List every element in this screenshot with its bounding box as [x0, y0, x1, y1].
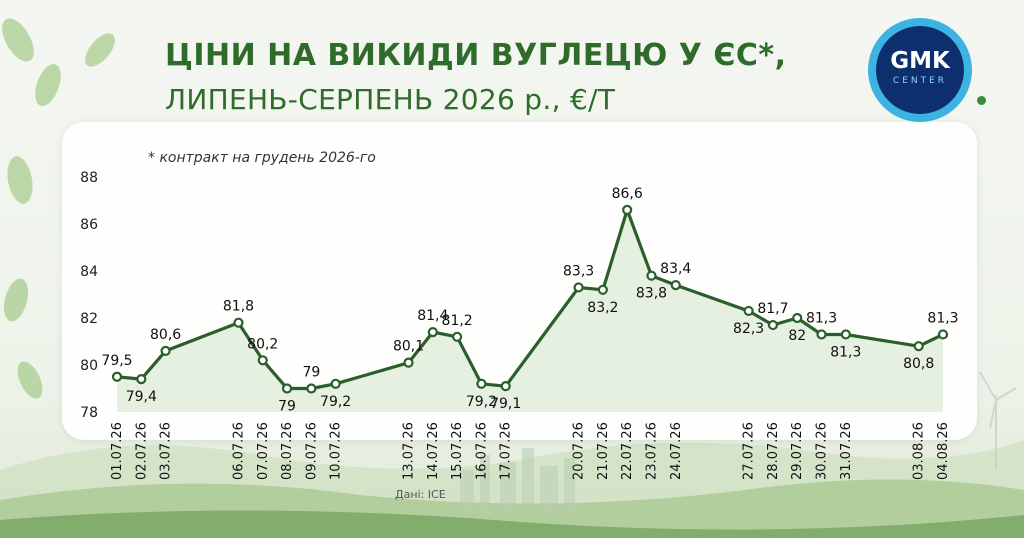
data-point: [913, 341, 924, 352]
data-point: [403, 357, 414, 368]
y-tick-label: 82: [80, 311, 98, 327]
data-label: 79,2: [320, 394, 351, 410]
x-tick-label: 23.07.26: [645, 422, 660, 480]
data-label: 86,6: [612, 186, 643, 202]
data-source: Дані: ICE: [395, 488, 446, 501]
y-tick-label: 86: [80, 217, 98, 233]
data-label: 81,4: [417, 308, 448, 324]
x-tick-label: 21.07.26: [596, 422, 611, 480]
data-point: [427, 327, 438, 338]
data-point: [597, 284, 608, 295]
data-label: 81,3: [830, 344, 861, 360]
y-tick-label: 88: [80, 170, 98, 186]
x-tick-label: 20.07.26: [572, 422, 587, 480]
data-point: [160, 345, 171, 356]
data-label: 80,8: [903, 356, 934, 372]
data-point: [743, 305, 754, 317]
x-tick-label: 06.07.26: [232, 422, 247, 480]
data-point: [136, 374, 147, 385]
y-tick-label: 84: [80, 264, 98, 280]
x-tick-label: 31.07.26: [839, 422, 854, 480]
y-tick-label: 80: [80, 358, 98, 374]
x-tick-label: 07.07.26: [256, 422, 271, 480]
logo-name: GMK: [890, 48, 950, 74]
data-point: [573, 282, 584, 293]
x-tick-label: 03.07.26: [159, 422, 174, 480]
data-point: [330, 378, 341, 389]
x-tick-label: 30.07.26: [815, 422, 830, 480]
data-labels: 79,579,480,681,880,2797979,280,181,481,2…: [101, 186, 958, 415]
data-label: 79: [278, 399, 296, 415]
chart-subtitle: ЛИПЕНЬ-СЕРПЕНЬ 2026 р., €/Т: [165, 83, 616, 116]
data-label: 80,1: [393, 339, 424, 355]
x-tick-label: 27.07.26: [742, 422, 757, 480]
data-point: [670, 280, 681, 291]
data-label: 79,2: [466, 394, 497, 410]
x-tick-label: 17.07.26: [499, 422, 514, 480]
x-tick-label: 01.07.26: [110, 422, 125, 480]
data-point: [281, 383, 293, 394]
x-tick-label: 28.07.26: [766, 422, 781, 480]
x-tick-label: 04.08.26: [936, 422, 951, 480]
x-tick-label: 10.07.26: [329, 422, 344, 480]
x-axis-labels: 01.07.26 02.07.26 03.07.26 06.07.26 07.07.26…: [110, 422, 951, 480]
x-tick-label: 22.07.26: [620, 422, 635, 480]
data-point: [816, 329, 827, 340]
data-label: 80,2: [247, 336, 278, 352]
x-tick-label: 03.08.26: [912, 422, 927, 480]
data-label: 83,4: [660, 261, 691, 277]
x-tick-label: 15.07.26: [450, 422, 465, 480]
y-axis: 78 80 82 84 86 88: [80, 170, 98, 421]
x-tick-label: 29.07.26: [790, 422, 805, 480]
data-label: 81,7: [757, 301, 788, 317]
x-tick-label: 16.07.26: [474, 422, 489, 480]
data-label: 79: [302, 365, 320, 381]
data-label: 83,2: [587, 300, 618, 316]
data-point: [233, 317, 244, 328]
data-label: 80,6: [150, 327, 181, 343]
data-point: [937, 329, 949, 340]
x-tick-label: 02.07.26: [134, 422, 149, 480]
data-point: [646, 270, 657, 281]
data-label: 81,3: [806, 310, 837, 326]
data-point: [840, 329, 851, 340]
data-point: [452, 331, 463, 342]
logo-sub: CENTER: [892, 76, 948, 86]
data-point: [500, 381, 511, 392]
chart-title: ЦІНИ НА ВИКИДИ ВУГЛЕЦЮ У ЄС*,: [165, 38, 787, 73]
y-tick-label: 78: [80, 405, 98, 421]
data-label: 79,4: [126, 389, 157, 405]
data-label: 83,8: [636, 286, 667, 302]
data-point: [622, 204, 633, 215]
data-point: [767, 319, 779, 331]
x-tick-label: 14.07.26: [426, 422, 441, 480]
data-label: 81,3: [927, 310, 958, 326]
x-tick-label: 09.07.26: [304, 422, 319, 480]
data-label: 82,3: [733, 321, 764, 337]
x-tick-label: 13.07.26: [402, 422, 417, 480]
data-label: 79,1: [490, 396, 521, 412]
data-label: 83,3: [563, 263, 594, 279]
data-points: [111, 204, 949, 394]
data-point: [476, 378, 487, 389]
data-label: 81,8: [223, 299, 254, 315]
data-point: [111, 371, 123, 382]
data-point: [257, 355, 268, 366]
data-point: [792, 312, 803, 324]
logo-badge: GMK CENTER: [876, 26, 964, 114]
logo-dot-icon: [977, 96, 986, 105]
gmk-center-logo: GMK CENTER: [868, 18, 972, 122]
data-label: 79,5: [101, 353, 132, 369]
chart-footnote: * контракт на грудень 2026-го: [148, 150, 376, 166]
data-label: 82: [788, 328, 806, 344]
data-label: 81,2: [442, 313, 473, 329]
series-area: [117, 209, 943, 412]
x-tick-label: 24.07.26: [669, 422, 684, 480]
data-point: [306, 383, 317, 394]
x-tick-label: 08.07.26: [280, 422, 295, 480]
